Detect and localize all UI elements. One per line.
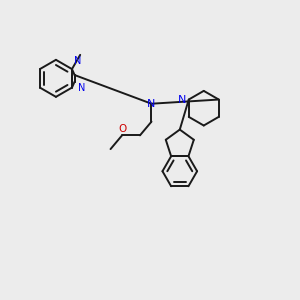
Text: N: N xyxy=(147,99,156,109)
Text: N: N xyxy=(78,83,85,93)
Text: O: O xyxy=(118,124,126,134)
Text: N: N xyxy=(178,94,186,104)
Text: N: N xyxy=(74,56,81,66)
